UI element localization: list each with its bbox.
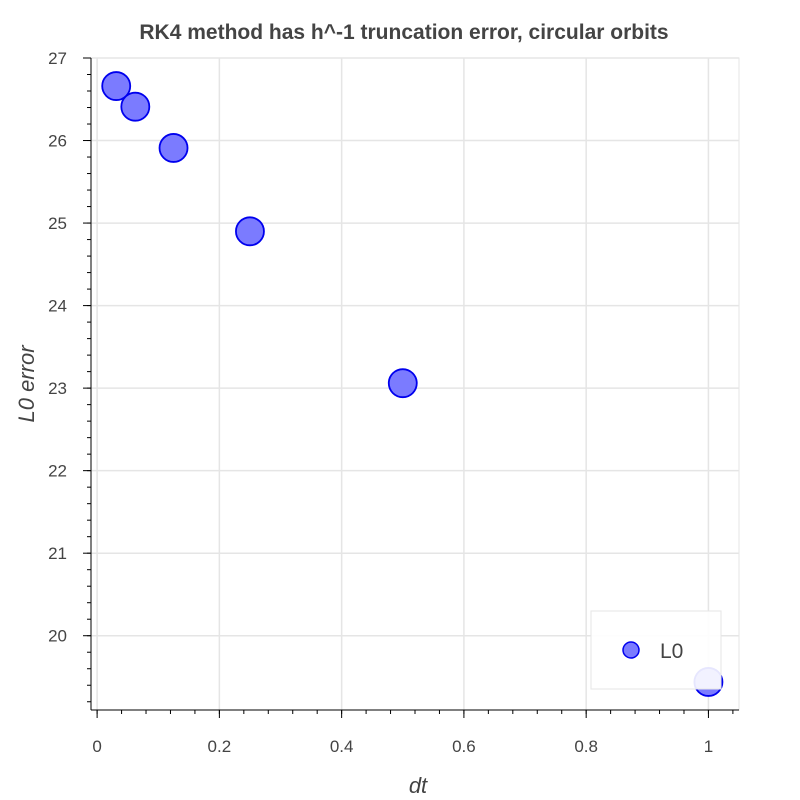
chart-title: RK4 method has h^-1 truncation error, ci… xyxy=(139,21,668,44)
data-point xyxy=(120,91,151,122)
y-tick-label: 22 xyxy=(48,462,67,481)
legend-marker xyxy=(622,641,640,659)
x-tick-label: 1 xyxy=(704,737,713,756)
y-tick-label: 25 xyxy=(48,214,67,233)
y-tick-label: 24 xyxy=(48,297,67,316)
x-axis-label: dt xyxy=(409,773,428,798)
x-tick-label: 0.8 xyxy=(574,737,598,756)
y-tick-label: 23 xyxy=(48,379,67,398)
legend-label: L0 xyxy=(660,640,683,663)
data-point xyxy=(387,368,418,399)
x-tick-label: 0 xyxy=(92,737,101,756)
data-point xyxy=(235,216,265,247)
x-tick-label: 0.6 xyxy=(452,737,476,756)
y-axis: 20 21 22 23 24 25 26 27 xyxy=(48,49,92,710)
x-tick-label: 0.2 xyxy=(208,737,232,756)
y-tick-label: 20 xyxy=(48,627,67,646)
legend-box xyxy=(590,610,722,690)
data-point xyxy=(101,71,132,101)
y-tick-label: 26 xyxy=(48,132,67,151)
x-tick-label: 0.4 xyxy=(330,737,354,756)
y-tick-label: 27 xyxy=(48,49,67,68)
data-point xyxy=(158,133,189,163)
y-tick-label: 21 xyxy=(48,544,67,563)
legend: L0 xyxy=(590,610,722,690)
data-points xyxy=(101,71,724,697)
y-axis-label: L0 error xyxy=(14,344,39,423)
x-axis: 0 0.2 0.4 0.6 0.8 1 xyxy=(91,709,739,756)
